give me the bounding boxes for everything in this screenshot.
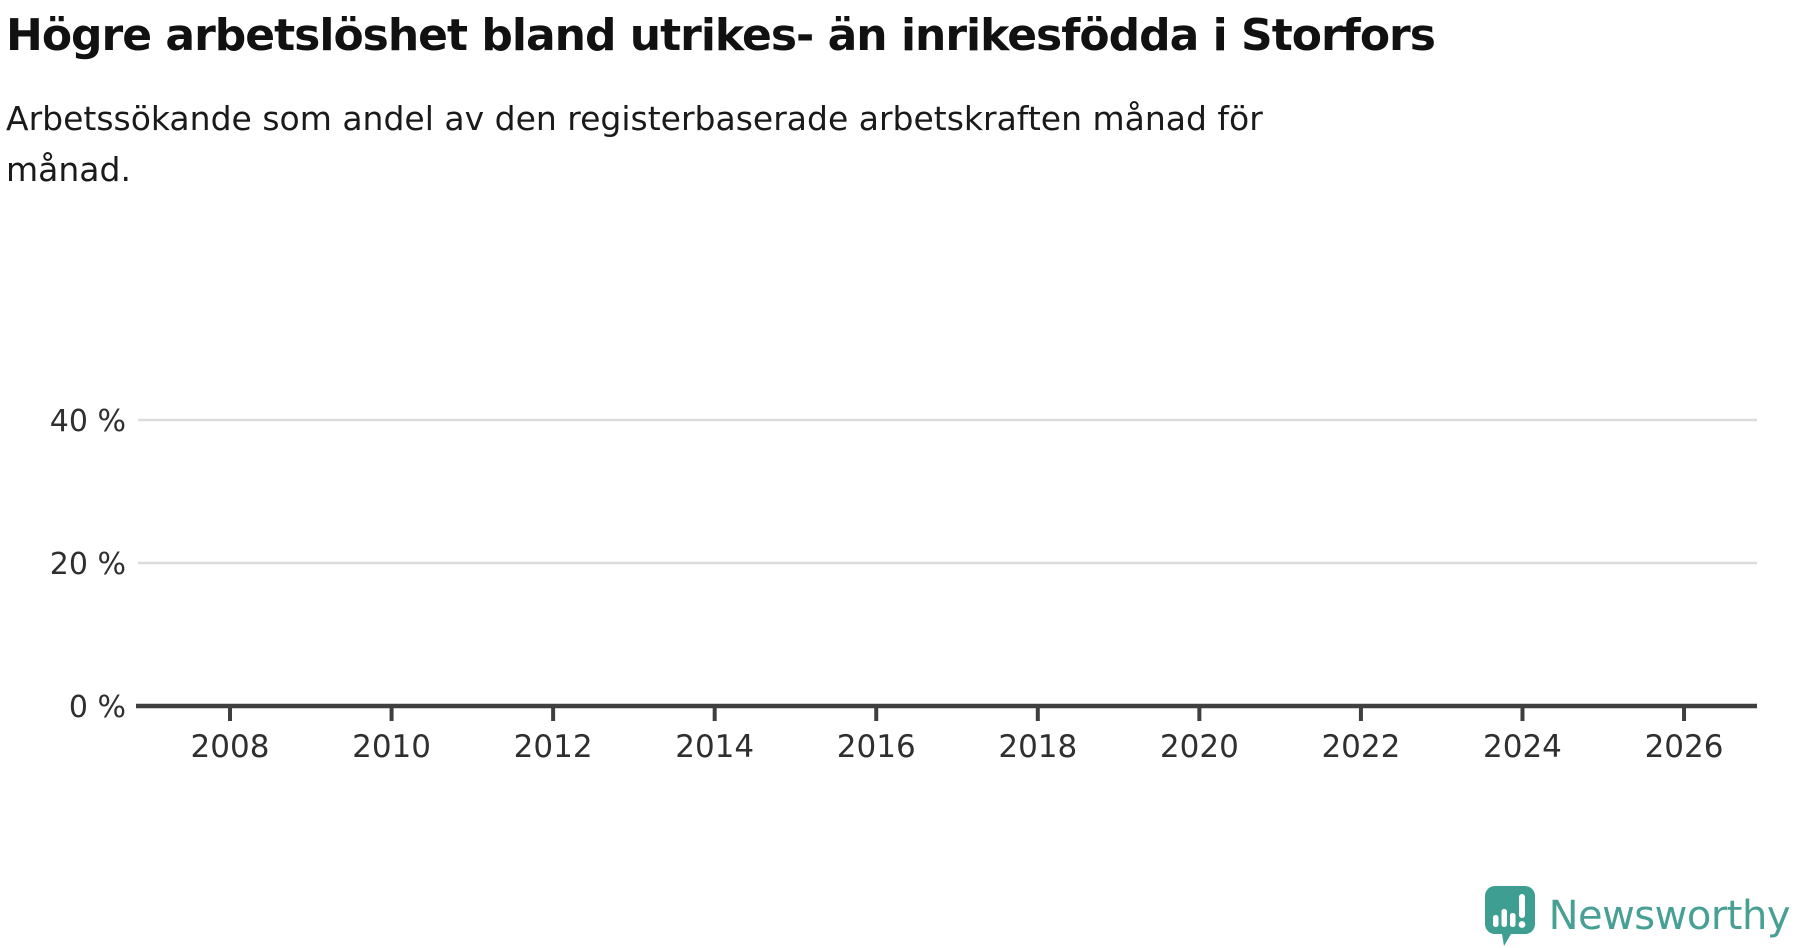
chart-header: Högre arbetslöshet bland utrikes- än inr… — [6, 0, 1766, 195]
newsworthy-logo: Newsworthy — [1484, 886, 1791, 946]
bar-chart-speech-bubble-icon — [1484, 886, 1535, 946]
subtitle-line-1: Arbetssökande som andel av den registerb… — [6, 99, 1263, 138]
x-tick-label-2020: 2020 — [1160, 729, 1239, 765]
x-tick-label-2008: 2008 — [191, 729, 270, 765]
x-tick-label-2026: 2026 — [1645, 729, 1724, 765]
subtitle-line-2: månad. — [6, 150, 131, 190]
y-tick-label-40: 40 % — [50, 404, 126, 439]
x-tick-label-2012: 2012 — [514, 729, 593, 765]
y-tick-label-0: 0 % — [69, 690, 126, 725]
page-title: Högre arbetslöshet bland utrikes- än inr… — [6, 10, 1436, 61]
x-tick-label-2010: 2010 — [352, 729, 431, 765]
x-tick-label-2016: 2016 — [837, 729, 916, 765]
chart-subtitle: Arbetssökande som andel av den registerb… — [6, 93, 1766, 195]
y-tick-label-20: 20 % — [50, 547, 126, 582]
x-tick-label-2024: 2024 — [1483, 729, 1562, 765]
x-tick-label-2022: 2022 — [1321, 729, 1400, 765]
brand-name: Newsworthy — [1548, 893, 1791, 939]
x-tick-label-2018: 2018 — [998, 729, 1077, 765]
x-tick-label-2014: 2014 — [675, 729, 754, 765]
